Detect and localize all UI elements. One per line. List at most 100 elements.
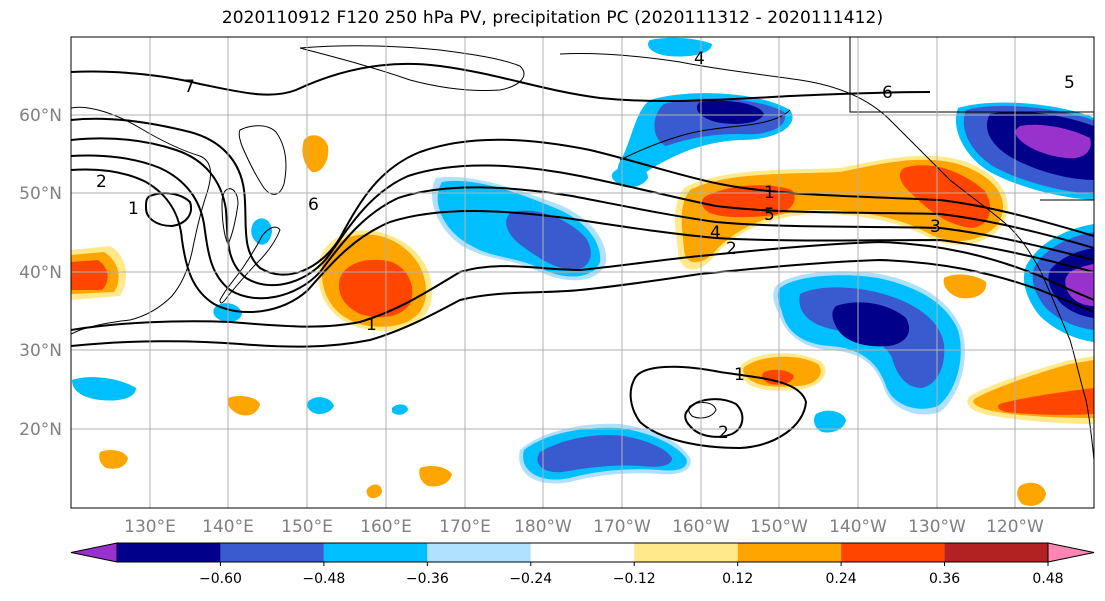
coastline-canada (849, 37, 1094, 113)
precip-anomaly-positive (899, 165, 991, 228)
pv-contour-line (71, 62, 931, 103)
contour-label: 2 (96, 172, 107, 192)
pv-contour-line (684, 398, 744, 438)
map-grid (71, 37, 1094, 508)
precip-anomaly-negative (1065, 264, 1094, 306)
precip-anomaly-positive (419, 466, 452, 487)
contour-label: 4 (710, 223, 721, 243)
colorbar-tick-label: −0.48 (302, 571, 345, 587)
precip-anomaly-positive (302, 135, 329, 173)
lat-label: 40°N (19, 263, 62, 283)
precip-anomaly-negative (251, 218, 272, 245)
colorbar-tick-label: 0.12 (722, 571, 753, 587)
contour-label: 5 (1064, 73, 1075, 93)
precip-anomaly-positive (338, 259, 413, 318)
contour-label: 6 (882, 83, 893, 103)
colorbar: −0.60 −0.48 −0.36 −0.24 −0.12 0.12 0.24 0.36 0.4… (70, 542, 1095, 587)
precip-anomaly-negative (832, 302, 910, 347)
precipitation-shading (71, 37, 1094, 506)
map-frame (70, 36, 1095, 509)
figure-title: 2020110912 F120 250 hPa PV, precipitatio… (221, 8, 884, 28)
precip-anomaly-negative (307, 397, 334, 414)
colorbar-tick-label: 0.36 (929, 571, 960, 587)
lon-label: 150°W (750, 517, 808, 537)
latitude-labels: 60°N 50°N 40°N 30°N 20°N (19, 106, 62, 440)
precip-anomaly-negative (72, 377, 136, 401)
precip-anomaly-negative (537, 434, 672, 473)
colorbar-tick-label: 0.24 (826, 571, 857, 587)
colorbar-tick-label: −0.36 (406, 571, 449, 587)
colorbar-swatch (323, 543, 428, 562)
pv-contours (71, 62, 1094, 450)
lon-label: 130°E (124, 517, 176, 537)
contour-labels: 7 2 1 6 1 6 1 5 4 2 3 1 2 4 5 (96, 49, 1075, 443)
pv-contour-line (629, 365, 808, 450)
lon-label: 150°E (281, 517, 333, 537)
lon-label: 160°W (672, 517, 730, 537)
coastline-siberia (299, 45, 525, 91)
contour-label: 1 (128, 199, 139, 219)
precip-anomaly-positive (998, 388, 1094, 415)
colorbar-swatch (530, 543, 635, 562)
lon-label: 130°W (908, 517, 966, 537)
coastline-asia (71, 106, 211, 335)
colorbar-tick-label: −0.12 (613, 571, 656, 587)
precip-anomaly-positive (366, 484, 382, 499)
lon-label: 140°E (202, 517, 254, 537)
colorbar-extend-high (1047, 542, 1095, 563)
precip-anomaly-negative (696, 100, 764, 124)
lon-label: 170°E (439, 517, 491, 537)
contour-label: 2 (718, 423, 729, 443)
contour-label: 5 (764, 205, 775, 225)
contour-label: 2 (726, 239, 737, 259)
contour-label: 6 (308, 195, 319, 215)
precip-anomaly-positive (762, 369, 794, 385)
pv-contour-line (71, 117, 1094, 276)
precip-anomaly-negative (648, 37, 712, 57)
pv-contour-line (71, 240, 1094, 331)
lon-label: 180°W (514, 517, 572, 537)
precip-anomaly-negative (611, 165, 648, 188)
pv-contour-line (71, 137, 1094, 287)
colorbar-swatch (944, 543, 1048, 562)
colorbar-swatch (737, 543, 842, 562)
lon-label: 160°E (360, 517, 412, 537)
colorbar-extend-low (70, 542, 118, 563)
lat-label: 20°N (19, 420, 62, 440)
contour-label: 1 (764, 183, 775, 203)
colorbar-swatch (117, 543, 221, 562)
lat-label: 60°N (19, 106, 62, 126)
lat-label: 50°N (19, 184, 62, 204)
colorbar-swatch (634, 543, 738, 562)
lon-label: 140°W (829, 517, 887, 537)
precip-anomaly-positive (943, 274, 987, 299)
colorbar-swatch (220, 543, 324, 562)
longitude-labels: 130°E 140°E 150°E 160°E 170°E 180°W 170°… (124, 517, 1044, 537)
colorbar-tick-label: −0.24 (509, 571, 552, 587)
colorbar-swatch (427, 543, 531, 562)
precip-anomaly-negative (392, 404, 408, 415)
colorbar-tick-label: −0.60 (199, 571, 242, 587)
pv-contour-line (71, 258, 1094, 348)
coastline-kamchatka (238, 125, 287, 195)
contour-label: 4 (694, 49, 705, 69)
contour-label: 1 (734, 365, 745, 385)
lon-label: 120°W (986, 517, 1044, 537)
contour-label: 7 (184, 77, 195, 97)
precip-anomaly-positive (1017, 482, 1046, 506)
colorbar-swatch (841, 543, 945, 562)
lat-label: 30°N (19, 341, 62, 361)
pv-contour-line (144, 192, 192, 228)
precip-anomaly-negative (506, 210, 591, 270)
precip-anomaly-negative (814, 410, 846, 433)
pv-contour-line (71, 168, 1094, 314)
contour-label: 1 (366, 315, 377, 335)
precip-anomaly-positive (99, 450, 128, 469)
lon-label: 170°W (593, 517, 651, 537)
colorbar-tick-label: 0.48 (1032, 571, 1063, 587)
contour-label: 3 (930, 217, 941, 237)
precip-anomaly-positive (71, 260, 108, 290)
pv-contour-line (71, 154, 1094, 300)
